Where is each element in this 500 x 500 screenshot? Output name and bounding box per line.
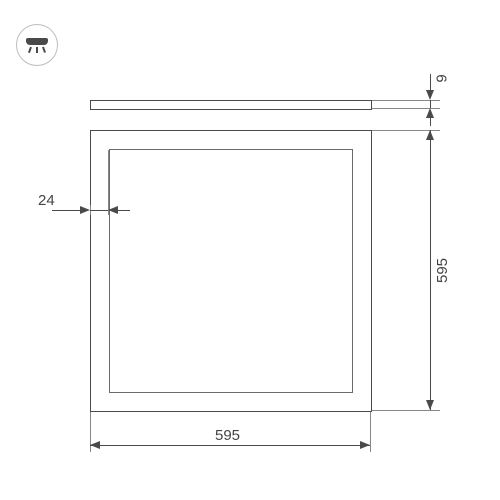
ext-line <box>430 74 431 92</box>
front-view <box>90 130 372 412</box>
dim-arrow <box>426 400 434 410</box>
dim-arrow <box>360 441 370 449</box>
dim-arrow <box>426 130 434 140</box>
dim-thickness-line <box>430 100 431 108</box>
ext-line <box>430 116 431 126</box>
technical-drawing: 9 595 595 24 <box>0 0 500 500</box>
ceiling-light-glyph <box>26 38 48 52</box>
front-view-inner <box>109 149 353 393</box>
dim-height-label: 595 <box>434 258 451 283</box>
dim-arrow <box>90 441 100 449</box>
ext-line <box>52 210 82 211</box>
ext-line <box>116 210 130 211</box>
dim-width-line <box>90 445 370 446</box>
side-view <box>90 100 372 110</box>
dim-frame-line <box>90 210 108 211</box>
dim-height-line <box>430 130 431 410</box>
ext-line <box>370 412 371 452</box>
dim-width-label: 595 <box>215 427 240 444</box>
ext-line <box>372 410 440 411</box>
dim-frame-label: 24 <box>38 192 55 209</box>
ceiling-light-icon <box>16 24 58 66</box>
dim-thickness-label: 9 <box>434 74 451 82</box>
